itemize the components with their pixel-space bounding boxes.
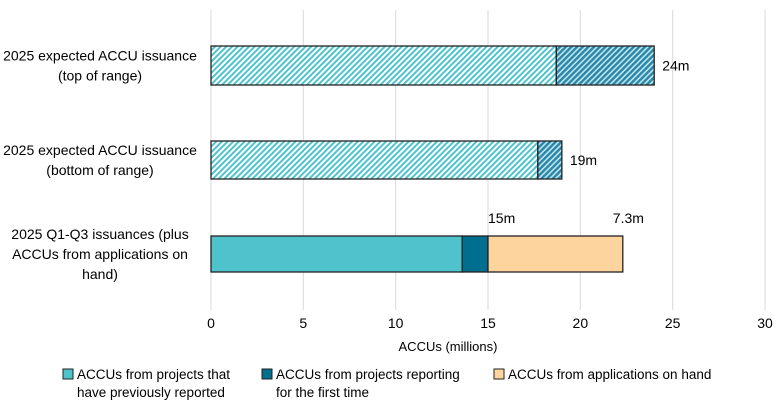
bar-segment	[537, 140, 563, 180]
x-tick-label: 10	[388, 315, 404, 331]
bar-segment	[210, 235, 463, 273]
x-axis-title: ACCUs (millions)	[399, 339, 498, 354]
category-label: hand)	[82, 266, 118, 282]
bar-segment	[487, 235, 624, 273]
legend-label: ACCUs from applications on hand	[508, 367, 711, 382]
legend-swatch	[62, 368, 74, 380]
x-tick-label: 0	[207, 315, 215, 331]
bar-segment	[210, 140, 539, 180]
legend-label: ACCUs from projects that	[77, 367, 230, 382]
bar-segment	[555, 45, 655, 86]
category-label: 2025 expected ACCU issuance	[3, 48, 197, 64]
bar-segment	[210, 45, 557, 86]
x-tick-label: 20	[573, 315, 589, 331]
bar-segment	[461, 235, 489, 273]
legend-swatch	[493, 368, 505, 380]
legend-label: ACCUs from projects reporting	[276, 367, 460, 382]
category-label: (bottom of range)	[46, 162, 153, 178]
category-label: (top of range)	[58, 68, 142, 84]
data-label: 19m	[570, 152, 597, 168]
category-label: 2025 expected ACCU issuance	[3, 142, 197, 158]
data-label: 7.3m	[613, 210, 644, 226]
data-label: 15m	[488, 210, 515, 226]
x-tick-label: 30	[757, 315, 773, 331]
legend-label: have previously reported	[77, 385, 225, 400]
legend-swatch	[261, 368, 273, 380]
x-tick-label: 25	[665, 315, 681, 331]
category-label: 2025 Q1-Q3 issuances (plus	[11, 226, 188, 242]
category-label: ACCUs from applications on	[12, 246, 188, 262]
x-tick-label: 5	[299, 315, 307, 331]
legend-label: for the first time	[276, 385, 369, 400]
x-tick-label: 15	[480, 315, 496, 331]
data-label: 24m	[662, 58, 689, 74]
